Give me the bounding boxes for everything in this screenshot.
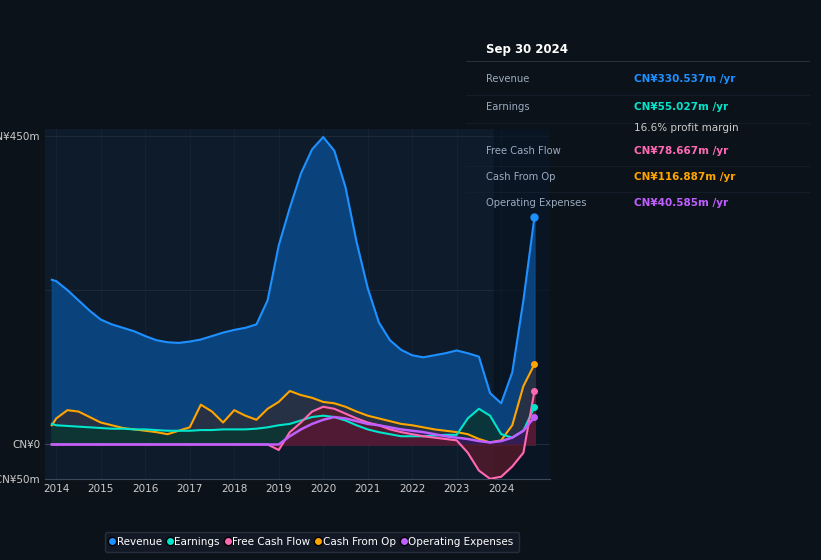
Text: CN¥40.585m /yr: CN¥40.585m /yr bbox=[635, 198, 728, 208]
Text: Free Cash Flow: Free Cash Flow bbox=[486, 146, 561, 156]
Bar bbox=[494, 129, 550, 479]
Text: Cash From Op: Cash From Op bbox=[486, 172, 556, 182]
Text: Earnings: Earnings bbox=[486, 102, 530, 113]
Text: CN¥116.887m /yr: CN¥116.887m /yr bbox=[635, 172, 736, 182]
Text: CN¥78.667m /yr: CN¥78.667m /yr bbox=[635, 146, 729, 156]
Text: Sep 30 2024: Sep 30 2024 bbox=[486, 43, 568, 56]
Text: Revenue: Revenue bbox=[486, 74, 530, 85]
Text: Operating Expenses: Operating Expenses bbox=[486, 198, 587, 208]
Text: CN¥55.027m /yr: CN¥55.027m /yr bbox=[635, 102, 728, 113]
Text: CN¥330.537m /yr: CN¥330.537m /yr bbox=[635, 74, 736, 85]
Legend: Revenue, Earnings, Free Cash Flow, Cash From Op, Operating Expenses: Revenue, Earnings, Free Cash Flow, Cash … bbox=[105, 531, 519, 552]
Text: 16.6% profit margin: 16.6% profit margin bbox=[635, 123, 739, 133]
